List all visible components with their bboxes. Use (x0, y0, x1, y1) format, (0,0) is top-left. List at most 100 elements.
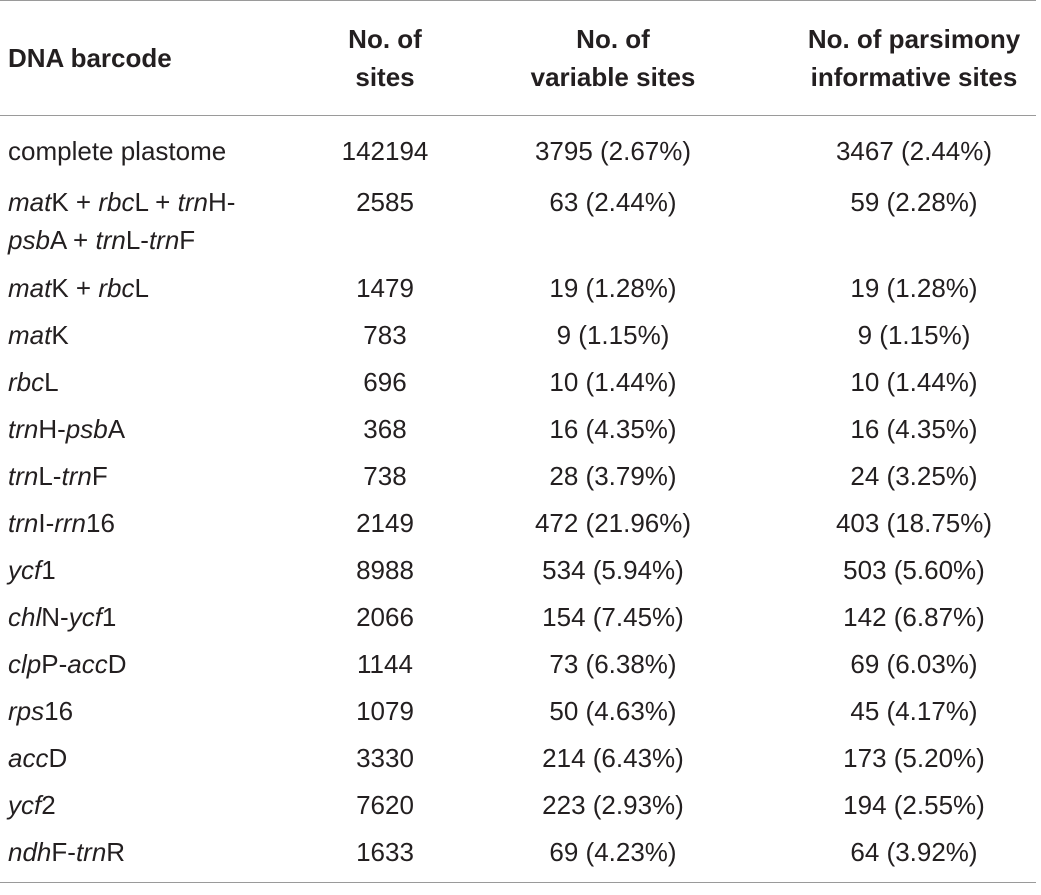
gene-name-part: complete plastome (8, 136, 227, 166)
gene-name-part: rbc (98, 272, 135, 303)
gene-name-part: mat (8, 319, 52, 350)
gene-name-part: trn (95, 224, 126, 255)
row-variable-sites: 154 (7.45%) (542, 601, 684, 632)
gene-name-part: F (179, 224, 196, 255)
gene-name-part: rbc (98, 186, 135, 217)
gene-name-part: rps (8, 695, 45, 726)
gene-name-part: L (134, 272, 149, 303)
header-parsimony-sites: No. of parsimony informative sites (807, 24, 1021, 92)
row-parsimony-sites: 69 (6.03%) (850, 648, 978, 679)
gene-name-part: psb (8, 224, 50, 255)
gene-name-part: L- (38, 460, 62, 491)
row-sites: 696 (363, 366, 407, 397)
row-parsimony-sites: 64 (3.92%) (850, 836, 978, 867)
row-sites: 738 (363, 460, 407, 491)
row-parsimony-sites: 24 (3.25%) (850, 460, 978, 491)
gene-name-part: L (44, 366, 59, 397)
row-parsimony-sites: 16 (4.35%) (850, 413, 978, 444)
gene-name-part: ycf (68, 601, 102, 632)
gene-name-part: clp (8, 648, 42, 679)
gene-name-part: L- (125, 224, 149, 255)
row-parsimony-sites: 3467 (2.44%) (835, 136, 993, 166)
gene-name-part: L + (134, 186, 178, 217)
gene-name-part: R (106, 836, 126, 867)
header-variable-sites: No. of variable sites (530, 24, 696, 92)
gene-name-part: trn (8, 413, 39, 444)
gene-name-part: K + (51, 272, 99, 303)
row-sites: 2149 (356, 507, 414, 538)
row-variable-sites: 9 (1.15%) (556, 319, 670, 350)
row-variable-sites: 472 (21.96%) (534, 507, 692, 538)
table-row: matK + rbcL + trnH-psbA + trnL-trnF 2585… (0, 179, 1036, 265)
table-row: trnH-psbA 368 16 (4.35%) 16 (4.35%) (0, 406, 1036, 453)
table-body: complete plastome 142194 3795 (2.67%) 34… (0, 116, 1036, 883)
row-variable-sites: 73 (6.38%) (549, 648, 677, 679)
row-sites: 7620 (356, 789, 414, 820)
gene-name-part: 2 (41, 789, 56, 820)
row-parsimony-sites: 59 (2.28%) (850, 186, 978, 217)
row-parsimony-sites: 194 (2.55%) (843, 789, 985, 820)
table-row: clpP-accD 1144 73 (6.38%) 69 (6.03%) (0, 641, 1036, 688)
gene-name-part: trn (75, 836, 107, 867)
table-row: rps16 1079 50 (4.63%) 45 (4.17%) (0, 688, 1036, 735)
gene-name-part: rrn (54, 507, 87, 538)
gene-name-part: D (48, 742, 68, 773)
row-sites: 1144 (357, 648, 413, 679)
gene-name-part: ycf (8, 554, 42, 585)
row-variable-sites: 10 (1.44%) (549, 366, 677, 397)
table-row: chlN-ycf1 2066 154 (7.45%) 142 (6.87%) (0, 594, 1036, 641)
row-barcode-name: ndhF-trnR (0, 829, 306, 883)
gene-name-part: trn (61, 460, 92, 491)
row-variable-sites: 50 (4.63%) (549, 695, 677, 726)
row-sites: 2066 (356, 601, 414, 632)
gene-name-part: F (91, 460, 108, 491)
row-sites: 1079 (356, 695, 414, 726)
gene-name-part: I- (38, 507, 55, 538)
header-row: DNA barcode No. of sites No. of variable s… (0, 0, 1036, 116)
gene-name-part: acc (8, 742, 49, 773)
row-sites: 1479 (356, 272, 414, 303)
table-row: matK 783 9 (1.15%) 9 (1.15%) (0, 312, 1036, 359)
row-variable-sites: 3795 (2.67%) (534, 136, 692, 166)
row-barcode-name: matK + rbcL + trnH-psbA + trnL-trnF (0, 179, 306, 265)
table-row: ndhF-trnR 1633 69 (4.23%) 64 (3.92%) (0, 829, 1036, 883)
gene-name-part: rbc (8, 366, 45, 397)
row-barcode-name: rbcL (0, 359, 306, 406)
gene-name-part: D (107, 648, 127, 679)
row-variable-sites: 19 (1.28%) (549, 272, 677, 303)
row-sites: 368 (363, 413, 407, 444)
gene-name-part: trn (177, 186, 208, 217)
row-barcode-name: matK + rbcL (0, 265, 306, 312)
table-row: matK + rbcL 1479 19 (1.28%) 19 (1.28%) (0, 265, 1036, 312)
row-sites: 1633 (356, 836, 414, 867)
gene-name-part: mat (8, 272, 52, 303)
gene-name-part: 1 (41, 554, 56, 585)
row-barcode-name: complete plastome (0, 116, 306, 179)
row-variable-sites: 534 (5.94%) (542, 554, 684, 585)
gene-name-part: A (107, 413, 126, 444)
row-variable-sites: 28 (3.79%) (549, 460, 677, 491)
row-variable-sites: 223 (2.93%) (542, 789, 684, 820)
row-sites: 8988 (356, 554, 414, 585)
row-parsimony-sites: 19 (1.28%) (850, 272, 978, 303)
gene-name-part: trn (148, 224, 180, 255)
row-parsimony-sites: 45 (4.17%) (850, 695, 978, 726)
row-barcode-name: ycf2 (0, 782, 306, 829)
header-dna-barcode: DNA barcode (8, 43, 172, 73)
row-barcode-name: matK (0, 312, 306, 359)
gene-name-part: N- (41, 601, 69, 632)
gene-name-part: 16 (86, 507, 115, 538)
gene-name-part: psb (65, 413, 108, 444)
table-row: trnI-rrn16 2149 472 (21.96%) 403 (18.75%… (0, 500, 1036, 547)
gene-name-part: P- (41, 648, 68, 679)
row-variable-sites: 63 (2.44%) (549, 186, 677, 217)
row-variable-sites: 16 (4.35%) (549, 413, 677, 444)
row-sites: 3330 (356, 742, 414, 773)
gene-name-part: H- (38, 413, 66, 444)
row-barcode-name: rps16 (0, 688, 306, 735)
table-row: ycf2 7620 223 (2.93%) 194 (2.55%) (0, 782, 1036, 829)
gene-name-part: F- (51, 836, 76, 867)
row-barcode-name: ycf1 (0, 547, 306, 594)
